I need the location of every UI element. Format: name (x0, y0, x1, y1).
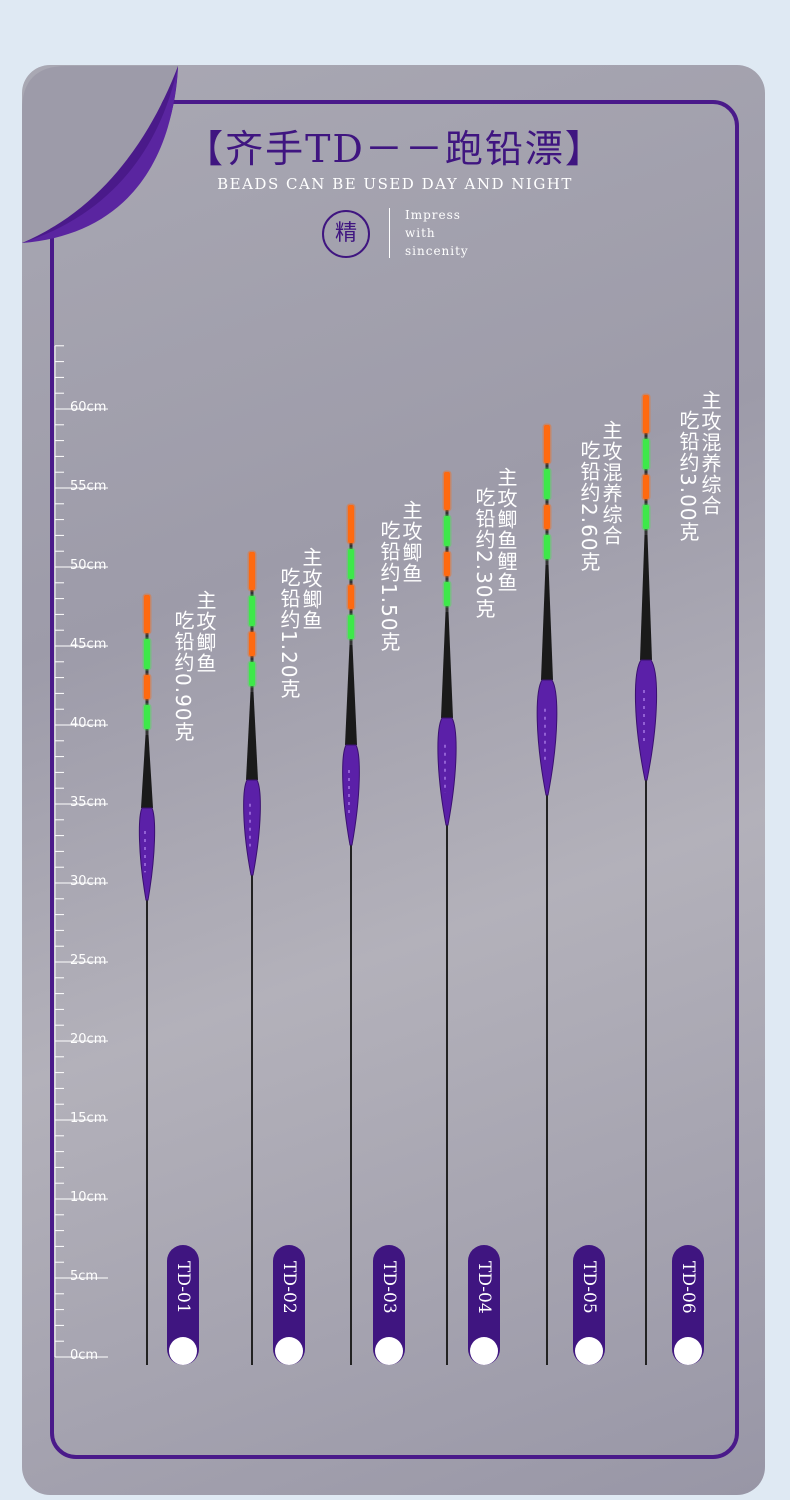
pill-dot (169, 1337, 197, 1365)
float-target: 主攻混养综合 (698, 390, 722, 516)
float-description: 主攻混养综合 吃铅约3.00克 (676, 390, 722, 543)
title: 【齐手TD－－跑铅漂】 (185, 127, 605, 171)
bead (247, 594, 257, 628)
float-neck (246, 692, 258, 780)
pill-dot (275, 1337, 303, 1365)
float-body (243, 779, 261, 876)
ruler-label: 20cm (70, 1032, 107, 1047)
bead (442, 470, 452, 512)
bead (346, 613, 356, 641)
ruler-label: 15cm (70, 1111, 107, 1126)
float-weight: 吃铅约0.90克 (171, 610, 195, 743)
bead (247, 660, 257, 688)
bead (542, 503, 552, 531)
pill-dot (470, 1337, 498, 1365)
float-code: TD-06 (678, 1261, 698, 1314)
tagline: sincenity (405, 244, 469, 258)
float-code: TD-01 (173, 1261, 193, 1314)
separator (389, 208, 390, 258)
bead (346, 547, 356, 581)
float-code: TD-02 (279, 1261, 299, 1314)
tagline: with (405, 226, 436, 240)
pill-dot (575, 1337, 603, 1365)
float-description: 主攻鲫鱼鲤鱼 吃铅约2.30克 (472, 467, 518, 620)
float-code: TD-05 (579, 1261, 599, 1314)
ruler-label: 50cm (70, 558, 107, 573)
code-pill: TD-01 (167, 1245, 199, 1365)
bead (542, 533, 552, 561)
ruler-label: 25cm (70, 953, 107, 968)
pill-dot (674, 1337, 702, 1365)
ruler-label: 0cm (70, 1348, 99, 1363)
float-weight: 吃铅约2.60克 (577, 440, 601, 573)
float-neck (541, 565, 553, 680)
float-description: 主攻混养综合 吃铅约2.60克 (577, 420, 623, 573)
float-target: 主攻鲫鱼鲤鱼 (494, 467, 518, 593)
float-target: 主攻鲫鱼 (193, 590, 217, 674)
float-weight: 吃铅约3.00克 (676, 410, 700, 543)
float-neck (141, 735, 153, 808)
bead (346, 503, 356, 545)
ruler-label: 40cm (70, 716, 107, 731)
code-pill: TD-05 (573, 1245, 605, 1365)
float-code: TD-03 (379, 1261, 399, 1314)
bead (442, 550, 452, 578)
bead (542, 467, 552, 501)
code-pill: TD-04 (468, 1245, 500, 1365)
seal: 精 (322, 210, 370, 258)
ruler-label: 10cm (70, 1190, 107, 1205)
code-pill: TD-06 (672, 1245, 704, 1365)
frame (50, 100, 739, 1459)
ruler-label: 35cm (70, 795, 107, 810)
float-body (342, 744, 360, 846)
float-body (138, 807, 156, 901)
bead (641, 437, 651, 471)
float-description: 主攻鲫鱼 吃铅约0.90克 (171, 590, 217, 743)
bead (247, 550, 257, 592)
bead (542, 423, 552, 465)
bead (641, 473, 651, 501)
bead (346, 583, 356, 611)
float-weight: 吃铅约1.20克 (277, 567, 301, 700)
float-body (536, 679, 558, 796)
bead (247, 630, 257, 658)
bead (442, 514, 452, 548)
bead (641, 503, 651, 531)
ruler-label: 55cm (70, 479, 107, 494)
float-weight: 吃铅约2.30克 (472, 487, 496, 620)
bead (442, 580, 452, 608)
code-pill: TD-02 (273, 1245, 305, 1365)
folded-corner (22, 66, 178, 243)
float-target: 主攻鲫鱼 (299, 547, 323, 631)
ruler-label: 30cm (70, 874, 107, 889)
float-description: 主攻鲫鱼 吃铅约1.20克 (277, 547, 323, 700)
pill-dot (375, 1337, 403, 1365)
float-body (437, 717, 457, 826)
bead (142, 703, 152, 731)
code-pill: TD-03 (373, 1245, 405, 1365)
bead (142, 637, 152, 671)
subtitle: BEADS CAN BE USED DAY AND NIGHT (217, 175, 573, 193)
bead (142, 673, 152, 701)
float-neck (441, 612, 453, 718)
float-neck (345, 645, 357, 745)
float-code: TD-04 (474, 1261, 494, 1314)
bead (641, 393, 651, 435)
float-target: 主攻混养综合 (599, 420, 623, 546)
ruler-label: 5cm (70, 1269, 99, 1284)
float-target: 主攻鲫鱼 (399, 500, 423, 584)
ruler-label: 45cm (70, 637, 107, 652)
float-weight: 吃铅约1.50克 (377, 520, 401, 653)
tagline: Impress (405, 208, 461, 222)
float-description: 主攻鲫鱼 吃铅约1.50克 (377, 500, 423, 653)
float-neck (640, 535, 652, 660)
bead (142, 593, 152, 635)
ruler-label: 60cm (70, 400, 107, 415)
float-body (634, 659, 658, 781)
